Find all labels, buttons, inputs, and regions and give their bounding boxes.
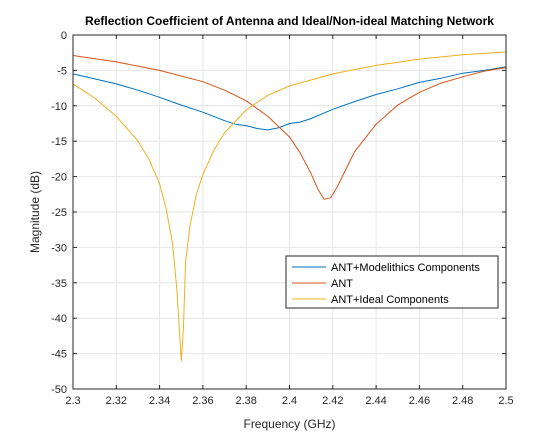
- y-tick-label: -20: [51, 172, 67, 184]
- x-tick-label: 2.44: [365, 395, 386, 407]
- legend-label-2: ANT: [331, 278, 353, 290]
- y-tick-label: 0: [61, 30, 67, 42]
- legend: ANT+Modelithics Components ANT ANT+Ideal C…: [286, 256, 498, 308]
- x-tick-label: 2.46: [409, 395, 430, 407]
- x-tick-label: 2.32: [106, 395, 127, 407]
- x-tick-label: 2.36: [192, 395, 213, 407]
- y-tick-label: -10: [51, 101, 67, 113]
- x-tick-label: 2.42: [322, 395, 343, 407]
- y-tick-label: -5: [57, 65, 67, 77]
- x-tick-label: 2.34: [149, 395, 170, 407]
- y-tick-label: -25: [51, 207, 67, 219]
- x-tick-label: 2.3: [65, 395, 80, 407]
- chart-title: Reflection Coefficient of Antenna and Id…: [85, 14, 494, 28]
- legend-label-1: ANT+Modelithics Components: [331, 262, 480, 274]
- y-tick-label: -35: [51, 278, 67, 290]
- y-tick-label: -15: [51, 136, 67, 148]
- legend-label-3: ANT+Ideal Components: [331, 294, 449, 306]
- x-tick-label: 2.48: [452, 395, 473, 407]
- y-tick-label: -45: [51, 349, 67, 361]
- x-axis-label: Frequency (GHz): [243, 417, 335, 431]
- x-tick-label: 2.4: [282, 395, 297, 407]
- y-tick-label: -30: [51, 242, 67, 254]
- x-tick-label: 2.5: [498, 395, 513, 407]
- y-tick-label: -50: [51, 384, 67, 396]
- y-tick-label: -40: [51, 313, 67, 325]
- y-axis-label: Magnitude (dB): [28, 171, 42, 253]
- x-tick-label: 2.38: [235, 395, 256, 407]
